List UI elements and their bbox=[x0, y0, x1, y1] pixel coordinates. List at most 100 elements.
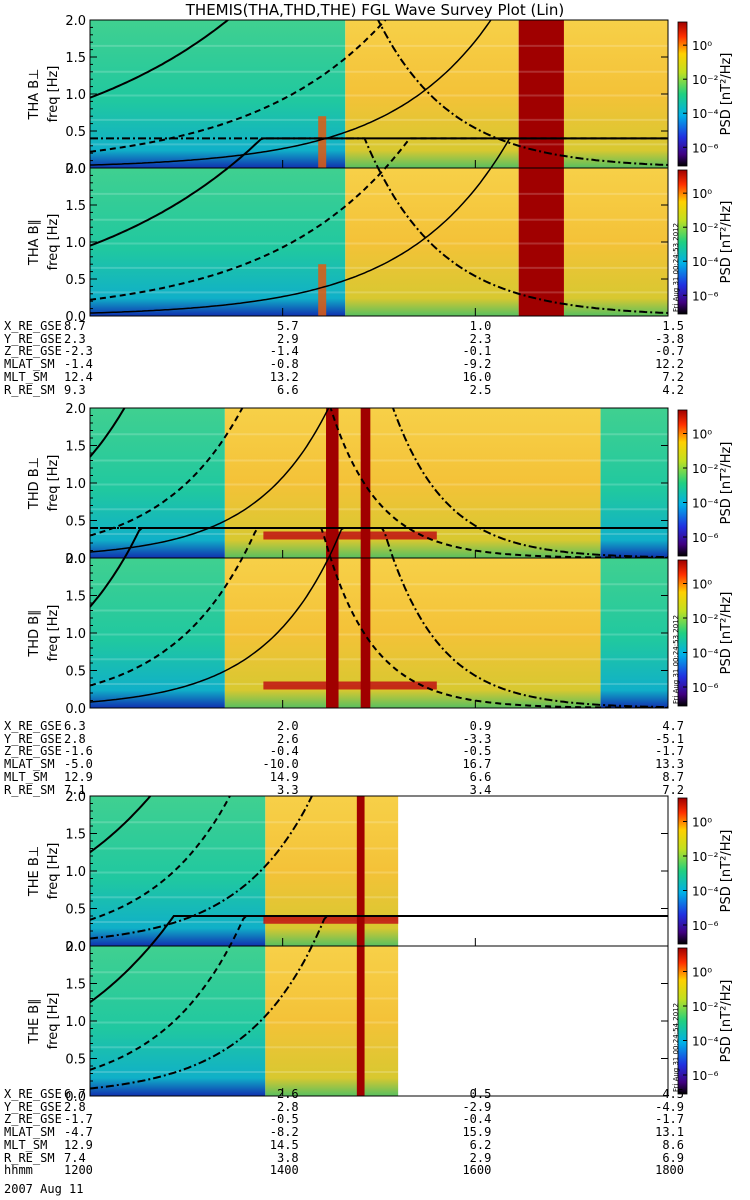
spectrogram-panel bbox=[90, 377, 668, 559]
ephemeris-label: Z_RE_GSE bbox=[4, 1112, 62, 1127]
ephemeris-value: -4.9 bbox=[655, 1099, 684, 1114]
ephemeris-label: MLT_SM bbox=[4, 769, 48, 784]
timestamp-stamp: Fri Aug 31 00:24:53 2012 bbox=[672, 614, 680, 704]
y-tick-label: 1.5 bbox=[65, 51, 86, 66]
ephemeris-value: -8.2 bbox=[269, 1125, 299, 1140]
spectrogram-panel bbox=[90, 20, 668, 168]
ephemeris-label: Y_RE_GSE bbox=[4, 331, 62, 346]
panel-label: THD B∥ bbox=[27, 609, 42, 657]
spectrogram-region bbox=[90, 408, 225, 558]
y-tick-label: 1.5 bbox=[65, 199, 86, 214]
y-tick-label: 0.5 bbox=[65, 665, 86, 680]
ephemeris-value: -5.0 bbox=[64, 757, 93, 772]
spectrogram-panel bbox=[90, 527, 668, 709]
ephemeris-value: 6.3 bbox=[64, 719, 86, 733]
timestamp-stamp: Fri Aug 31 00:24:54 2012 bbox=[672, 1002, 680, 1092]
ephemeris-value: 16.0 bbox=[462, 369, 492, 384]
y-tick-label: 0.5 bbox=[65, 515, 86, 530]
ephemeris-label: MLAT_SM bbox=[4, 1125, 55, 1140]
ephemeris-label: Y_RE_GSE bbox=[4, 731, 62, 746]
axis-unit-label: freq [Hz] bbox=[46, 843, 61, 900]
spectrogram-panel bbox=[90, 765, 668, 946]
ephemeris-value: 6.2 bbox=[469, 1137, 492, 1152]
colorbar-label: PSD [nT²/Hz] bbox=[719, 53, 734, 136]
colorbar-label: PSD [nT²/Hz] bbox=[719, 201, 734, 284]
ephemeris-value: 4.5 bbox=[662, 1087, 684, 1101]
date-label: 2007 Aug 11 bbox=[4, 1182, 84, 1196]
spectrogram-region bbox=[90, 20, 346, 168]
overlay-curves bbox=[90, 137, 668, 314]
ephemeris-value: 2.8 bbox=[276, 1099, 299, 1114]
saturated-band bbox=[356, 946, 365, 1096]
overlay-line bbox=[90, 527, 668, 709]
ephemeris-label: MLAT_SM bbox=[4, 757, 55, 772]
colorbar-tick-label: 10⁻⁶ bbox=[692, 141, 719, 155]
ephemeris-value: -1.4 bbox=[269, 344, 299, 359]
ephemeris-value: -0.5 bbox=[269, 1112, 299, 1127]
overlay-line bbox=[90, 915, 668, 1071]
ephemeris-label: X_RE_GSE bbox=[4, 319, 62, 333]
spectrogram-panel bbox=[90, 137, 668, 316]
overlay-curves bbox=[90, 527, 668, 709]
ephemeris-value: -1.4 bbox=[64, 357, 93, 372]
spectrogram-region bbox=[600, 558, 668, 708]
colorbar-tick-label: 10⁻⁶ bbox=[692, 919, 719, 933]
ephemeris-value: -0.4 bbox=[462, 1112, 492, 1127]
saturated-band bbox=[356, 796, 365, 946]
colorbar-tick-label: 10⁻⁴ bbox=[692, 647, 719, 661]
spectrogram-region bbox=[563, 168, 668, 316]
overlay-curves bbox=[90, 915, 668, 1090]
y-tick-label: 0.0 bbox=[65, 1090, 86, 1105]
colorbar-tick-label: 10⁰ bbox=[692, 428, 712, 442]
ephemeris-value: 14.5 bbox=[269, 1137, 299, 1152]
overlay-line bbox=[90, 137, 668, 314]
ephemeris-value: 7.4 bbox=[64, 1150, 86, 1165]
ephemeris-value: -10.0 bbox=[262, 757, 299, 772]
ephemeris-label: X_RE_GSE bbox=[4, 1087, 62, 1101]
ephemeris-value: -3.3 bbox=[462, 731, 492, 746]
ephemeris-value: -0.7 bbox=[655, 344, 684, 359]
ephemeris-value: 8.7 bbox=[662, 769, 684, 784]
ephemeris-value: 16.7 bbox=[462, 757, 492, 772]
colorbar-tick-label: 10⁻⁶ bbox=[692, 1069, 719, 1083]
colorbar-tick-label: 10⁻⁴ bbox=[692, 107, 719, 121]
axis-unit-label: freq [Hz] bbox=[46, 214, 61, 271]
ephemeris-label: X_RE_GSE bbox=[4, 719, 62, 733]
spectrogram-panel bbox=[90, 915, 668, 1096]
ephemeris-value: 8.6 bbox=[662, 1137, 684, 1152]
y-tick-label: 2.0 bbox=[65, 162, 86, 177]
ephemeris-label: Y_RE_GSE bbox=[4, 1099, 62, 1114]
ephemeris-value: 6.7 bbox=[64, 1087, 86, 1101]
y-tick-label: 1.0 bbox=[65, 627, 86, 642]
ephemeris-value: 2.6 bbox=[276, 731, 299, 746]
colorbar-tick-label: 10⁰ bbox=[692, 816, 712, 830]
plot-title: THEMIS(THA,THD,THE) FGL Wave Survey Plot… bbox=[185, 1, 565, 19]
colorbar-tick-label: 10⁻⁶ bbox=[692, 681, 719, 695]
emission-band bbox=[263, 531, 437, 540]
ephemeris-value: 2.9 bbox=[469, 1150, 492, 1165]
ephemeris-value: -1.7 bbox=[655, 1112, 684, 1127]
ephemeris-value: -0.4 bbox=[269, 744, 299, 759]
y-tick-label: 0.5 bbox=[65, 273, 86, 288]
wave-burst bbox=[318, 116, 327, 168]
colorbar-label: PSD [nT²/Hz] bbox=[719, 980, 734, 1063]
spectrogram-region bbox=[600, 408, 668, 558]
ephemeris-value: 2.3 bbox=[469, 331, 492, 346]
colorbar-tick-label: 10⁻⁴ bbox=[692, 497, 719, 511]
spectrogram-region bbox=[90, 558, 225, 708]
spectrogram-region bbox=[518, 20, 564, 168]
ephemeris-value: 7.1 bbox=[64, 782, 86, 797]
spectrogram-region bbox=[518, 168, 564, 316]
ephemeris-label: MLT_SM bbox=[4, 369, 48, 384]
colorbar-tick-label: 10⁻⁴ bbox=[692, 885, 719, 899]
panel-label: THE B∥ bbox=[27, 998, 42, 1044]
ephemeris-value: 6.6 bbox=[276, 382, 299, 397]
overlay-line bbox=[90, 20, 668, 166]
ephemeris-value: 13.2 bbox=[269, 369, 299, 384]
ephemeris-value: 1.0 bbox=[469, 319, 492, 333]
ephemeris-value: 15.9 bbox=[462, 1125, 492, 1140]
colorbar-tick-label: 10⁻⁴ bbox=[692, 255, 719, 269]
ephemeris-value: 7.2 bbox=[662, 782, 684, 797]
colorbar-label: PSD [nT²/Hz] bbox=[719, 830, 734, 913]
ephemeris-value: 2.0 bbox=[276, 719, 299, 733]
